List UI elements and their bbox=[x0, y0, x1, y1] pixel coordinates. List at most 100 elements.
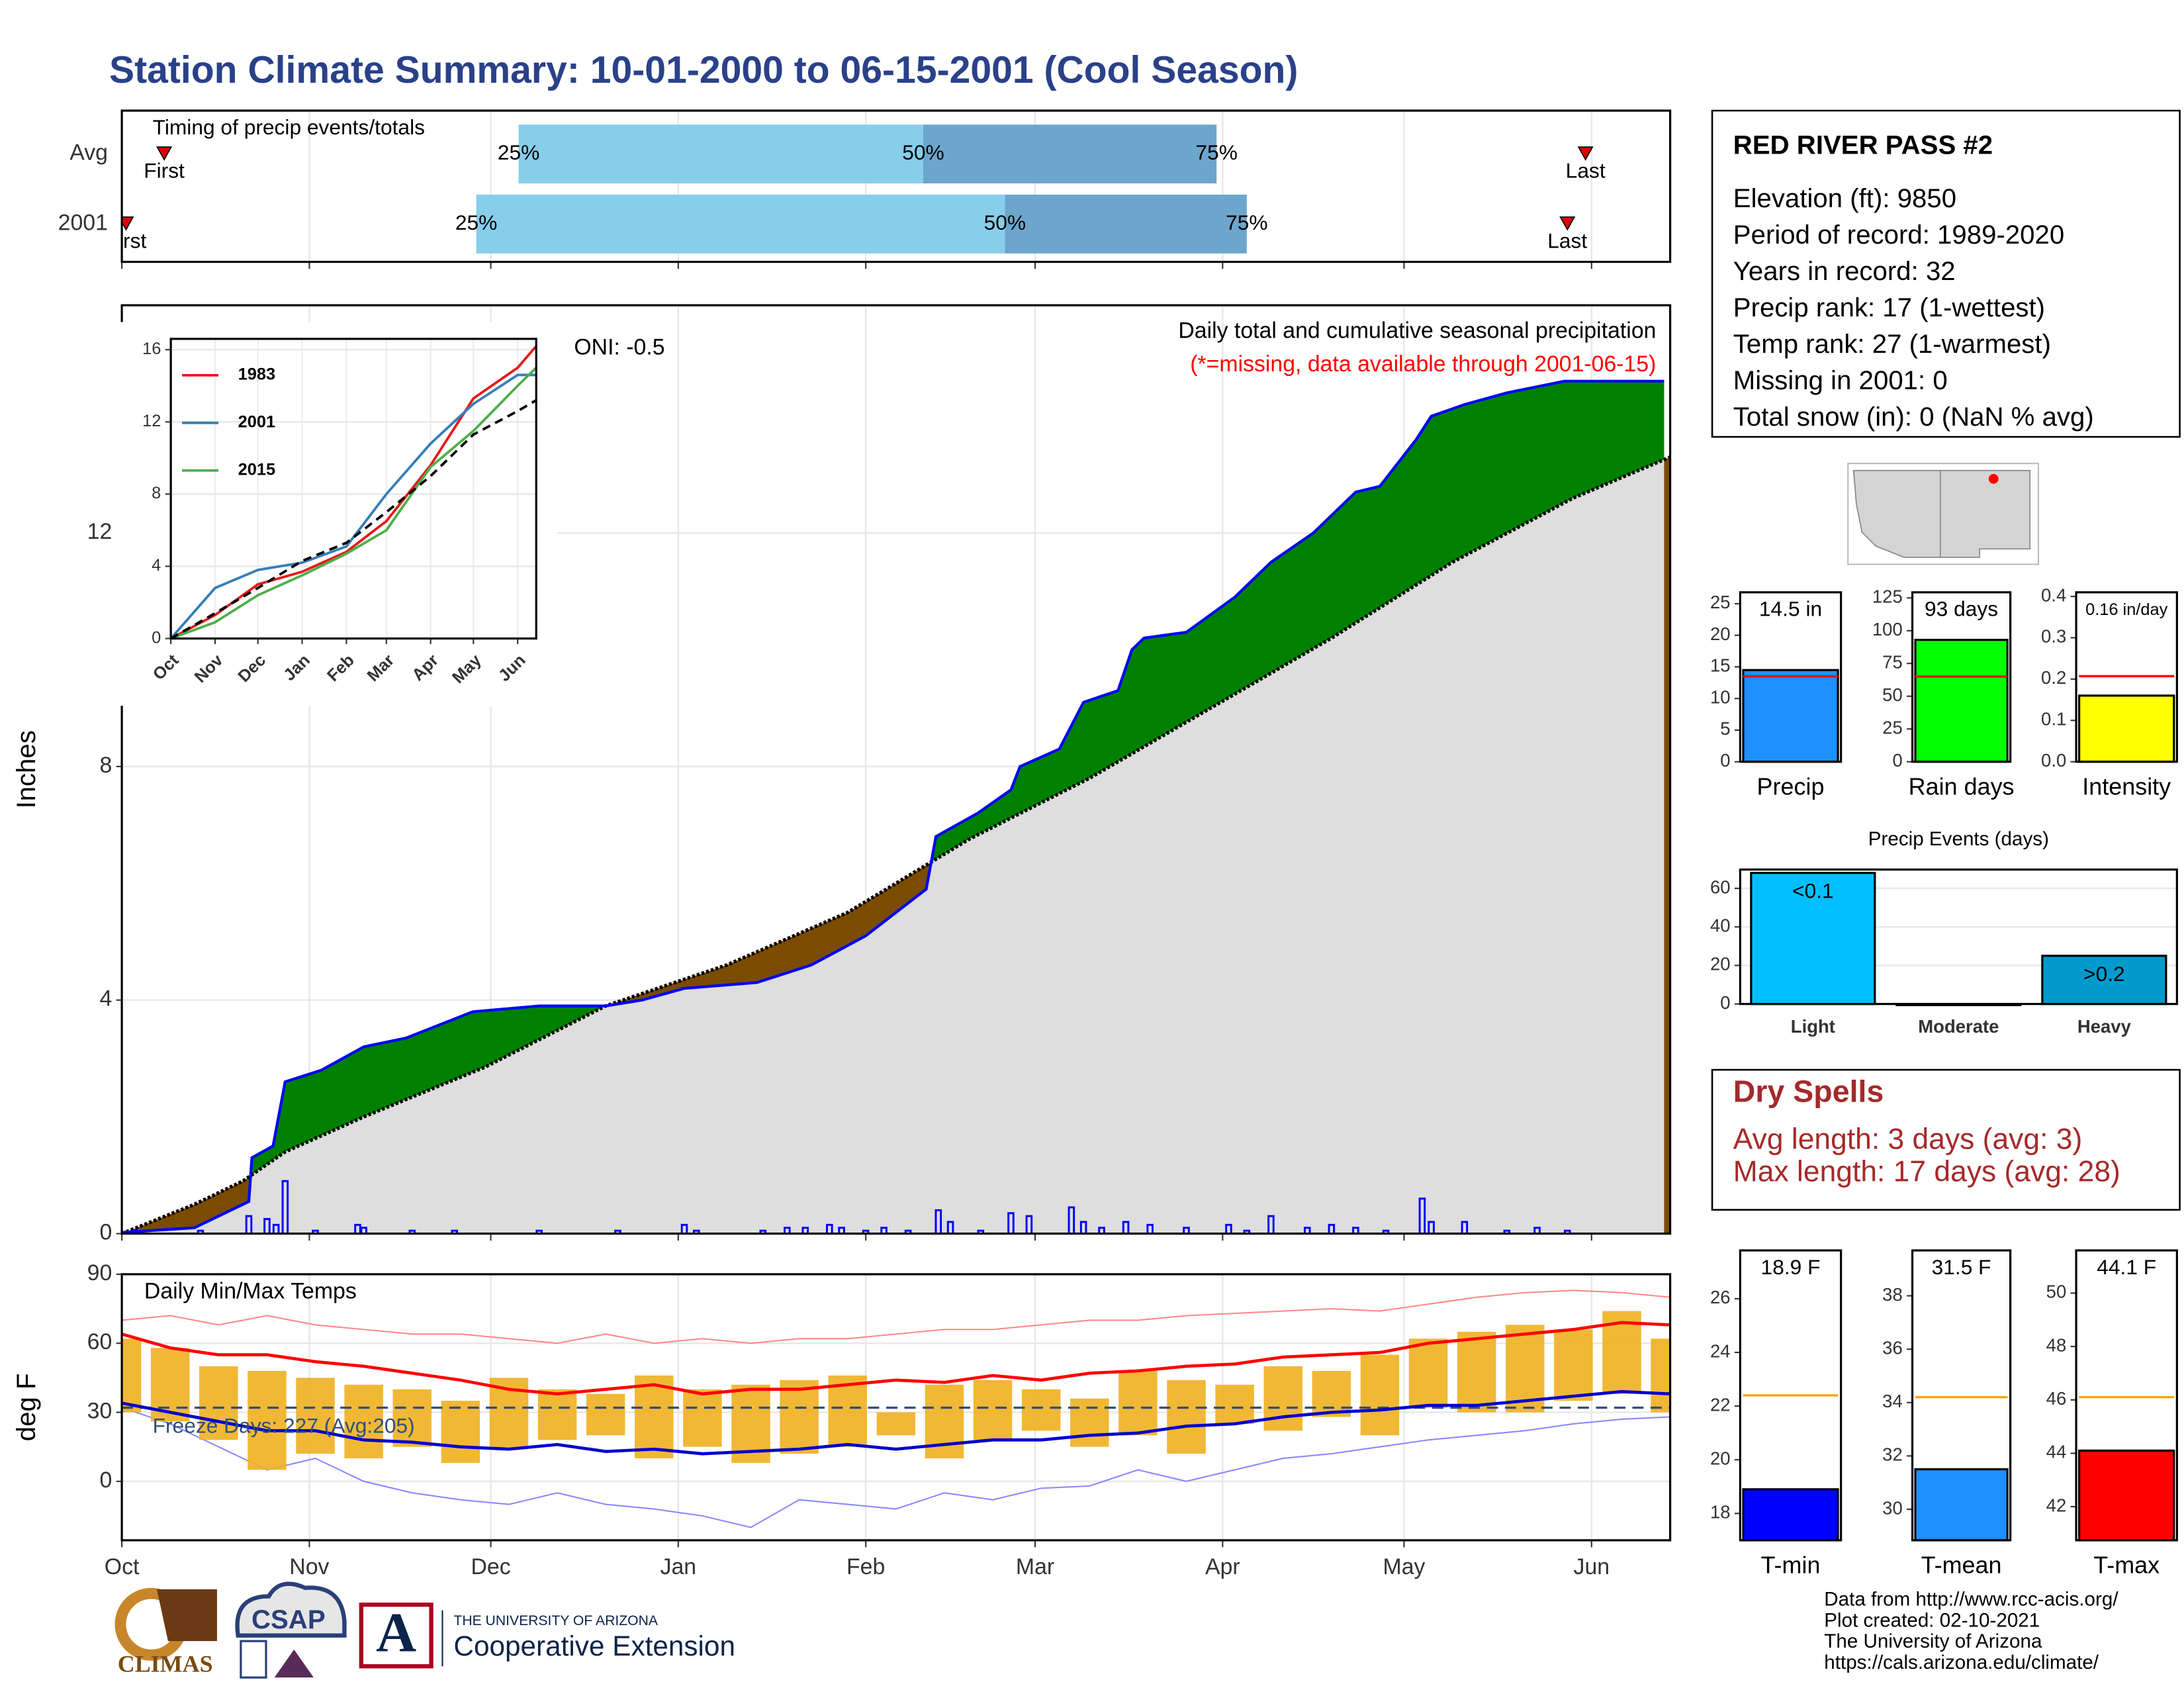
y-tick-label: 10 bbox=[1710, 686, 1731, 707]
daily-precip-bar bbox=[826, 1223, 833, 1234]
y-tick-label: 4 bbox=[152, 556, 161, 575]
timing-title: Timing of precip events/totals bbox=[153, 115, 425, 139]
bin-label: >0.2 bbox=[2083, 962, 2125, 986]
plot-frame bbox=[1911, 591, 2012, 763]
daily-precip-bar bbox=[360, 1227, 367, 1234]
daily-temp-bar bbox=[1554, 1329, 1593, 1401]
y-tick-label: 25 bbox=[1882, 718, 1903, 738]
y-tick-label: 46 bbox=[2046, 1388, 2067, 1409]
bar bbox=[2078, 1449, 2175, 1542]
credits: Data from http://www.rcc-acis.org/Plot c… bbox=[1824, 1589, 2118, 1673]
y-tick-label: 12 bbox=[87, 519, 113, 544]
y-tick-label: 18 bbox=[1710, 1502, 1731, 1523]
y-tick-label: 0.3 bbox=[2041, 626, 2066, 647]
quartile-label: 50% bbox=[902, 140, 944, 164]
dry-spell-detail: Avg length: 3 days (avg: 3) bbox=[1733, 1123, 2082, 1156]
logo-text: CLIMAS bbox=[118, 1650, 213, 1677]
daily-temp-bar bbox=[780, 1380, 819, 1454]
dry-spell-title: Dry Spells bbox=[1733, 1074, 1884, 1108]
y-tick-label: 20 bbox=[1710, 1448, 1731, 1468]
y-tick-label: 5 bbox=[1720, 718, 1730, 739]
chart-subtitle: (*=missing, data available through 2001-… bbox=[1190, 352, 1656, 377]
daily-temp-bar bbox=[1021, 1389, 1061, 1431]
quartile-label: 25% bbox=[498, 140, 539, 164]
x-tick-label: Feb bbox=[846, 1554, 885, 1579]
daily-precip-bar bbox=[1098, 1227, 1105, 1234]
credit-line: Plot created: 02-10-2021 bbox=[1824, 1609, 2040, 1631]
y-tick-label: 48 bbox=[2046, 1335, 2067, 1355]
map-new-mexico bbox=[1940, 469, 2031, 558]
daily-precip-bar bbox=[1418, 1197, 1426, 1234]
dry-spell-box bbox=[1711, 1068, 2181, 1211]
logo-text: THE UNIVERSITY OF ARIZONA bbox=[453, 1613, 658, 1628]
y-tick-label: 30 bbox=[87, 1398, 113, 1423]
quartile-bar bbox=[476, 195, 1005, 254]
x-tick-label: Jun bbox=[1574, 1554, 1610, 1579]
category-label: Precip bbox=[1757, 773, 1825, 800]
station-detail: Precip rank: 17 (1-wettest) bbox=[1733, 293, 2045, 322]
daily-precip-bar bbox=[1243, 1229, 1251, 1234]
quartile-label: 75% bbox=[1195, 140, 1237, 164]
bar-chart: 42 44 46 48 50 T-max 44.1 F bbox=[2046, 1249, 2178, 1579]
csap-cloud bbox=[235, 1581, 347, 1638]
quartile-bar bbox=[1005, 195, 1247, 254]
inset-lines bbox=[171, 345, 537, 639]
y-tick-label: 16 bbox=[142, 340, 161, 358]
category-label: T-mean bbox=[1921, 1552, 2002, 1579]
y-tick-label: 12 bbox=[142, 412, 161, 430]
x-tick-label: Apr bbox=[1205, 1554, 1240, 1579]
daily-temp-bar bbox=[122, 1338, 142, 1413]
y-tick-label: 0 bbox=[99, 1468, 112, 1493]
daily-precip-bar bbox=[354, 1223, 361, 1234]
freeze-annotation: Freeze Days: 227 (Avg:205) bbox=[153, 1414, 415, 1438]
csap-mountain bbox=[274, 1649, 314, 1678]
daily-temp-bar bbox=[199, 1366, 238, 1440]
plot-frame bbox=[2075, 591, 2178, 763]
season-line bbox=[171, 399, 537, 639]
daily-temp-bar bbox=[973, 1380, 1013, 1440]
logo-text: Cooperative Extension bbox=[453, 1630, 735, 1662]
y-tick-label: 4 bbox=[99, 986, 112, 1011]
value-label: 18.9 F bbox=[1761, 1255, 1821, 1279]
event-marker bbox=[1577, 146, 1594, 161]
timing-bars: 25% 50% 75% First Last 25% 50% 75% First Last bbox=[106, 124, 1606, 254]
y-tick-label: 8 bbox=[99, 753, 112, 778]
daily-temp-bar bbox=[1408, 1338, 1448, 1408]
y-tick-label: 60 bbox=[87, 1329, 113, 1354]
mean-max-line bbox=[122, 1321, 1670, 1396]
locator-map bbox=[1847, 463, 2040, 565]
y-tick-label: 44 bbox=[2046, 1442, 2067, 1462]
daily-precip-bar bbox=[1304, 1227, 1311, 1234]
daily-precip-bar bbox=[272, 1223, 280, 1234]
daily-precip-bar bbox=[759, 1229, 767, 1234]
daily-temp-bar bbox=[1070, 1398, 1109, 1447]
y-tick-label: 42 bbox=[2046, 1495, 2067, 1515]
daily-precip-bar bbox=[1352, 1227, 1359, 1234]
station-detail: Temp rank: 27 (1-warmest) bbox=[1733, 329, 2051, 359]
event-label: First bbox=[106, 228, 147, 252]
category-label: T-max bbox=[2093, 1552, 2160, 1579]
category-label: Intensity bbox=[2082, 773, 2171, 800]
dry-spell-detail: Max length: 17 days (avg: 28) bbox=[1733, 1155, 2120, 1188]
plot-frame bbox=[1911, 1249, 2012, 1542]
daily-precip-bar bbox=[1225, 1223, 1232, 1234]
row-label: 2001 bbox=[58, 210, 108, 235]
y-tick-label: 0 bbox=[1720, 750, 1730, 771]
csap-bars bbox=[240, 1640, 267, 1679]
y-tick-label: 50 bbox=[1882, 684, 1903, 705]
daily-precip-bar bbox=[1079, 1221, 1087, 1234]
daily-precip-bar bbox=[408, 1229, 416, 1234]
station-detail: Years in record: 32 bbox=[1733, 256, 1956, 286]
station-detail: Elevation (ft): 9850 bbox=[1733, 183, 1956, 213]
category-label: Moderate bbox=[1918, 1016, 1999, 1037]
y-tick-label: 36 bbox=[1882, 1337, 1903, 1358]
quartile-bar bbox=[518, 124, 923, 184]
daily-temp-bar bbox=[537, 1389, 577, 1440]
daily-precip-bar bbox=[680, 1223, 688, 1234]
season-line bbox=[171, 373, 537, 639]
logo-text: A bbox=[376, 1602, 416, 1664]
category-label: Heavy bbox=[2077, 1016, 2132, 1037]
bar-chart: 0 5 10 15 20 25 Precip 14.5 in bbox=[1710, 591, 1843, 800]
daily-precip-bar bbox=[862, 1229, 870, 1234]
chart-title: Daily total and cumulative seasonal prec… bbox=[1178, 318, 1656, 343]
